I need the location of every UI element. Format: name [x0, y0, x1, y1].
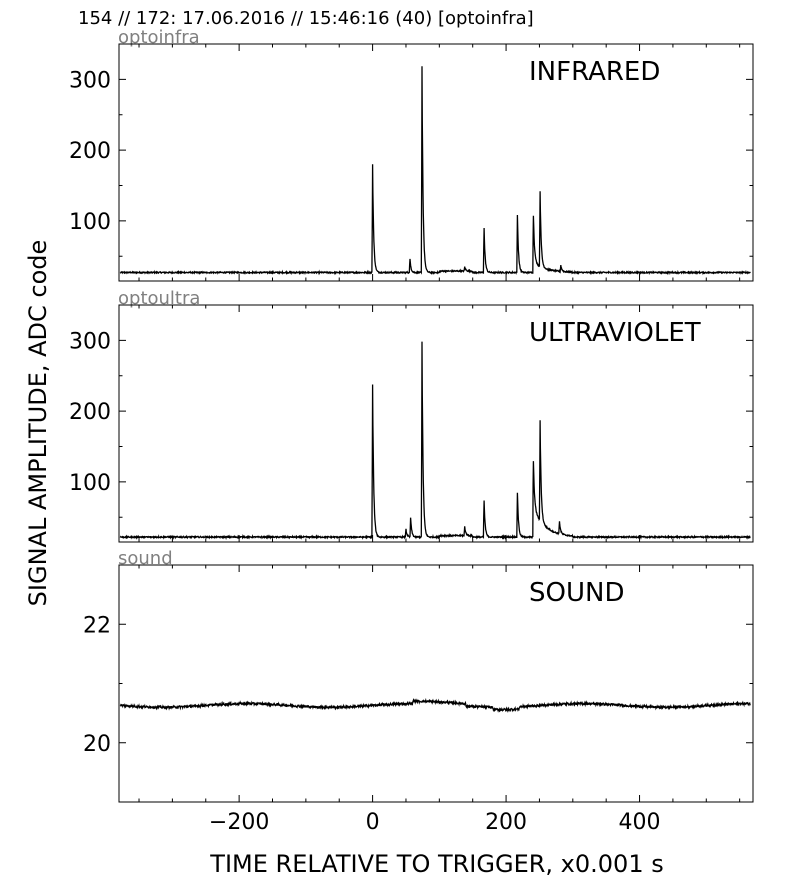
- channel-label-optoultra: optoultra: [118, 288, 200, 309]
- series-line-sound: [119, 697, 751, 713]
- x-tick-label: 0: [366, 810, 380, 835]
- panel-title-sound: SOUND: [529, 578, 624, 608]
- channel-label-optoinfra: optoinfra: [118, 27, 200, 48]
- y-tick-label: 200: [69, 400, 111, 425]
- panel-title-optoultra: ULTRAVIOLET: [529, 318, 701, 348]
- panel-title-optoinfra: INFRARED: [529, 57, 660, 87]
- y-tick-label: 22: [83, 613, 111, 638]
- channel-label-sound: sound: [118, 548, 173, 569]
- y-tick-label: 200: [69, 139, 111, 164]
- y-tick-label: 20: [83, 732, 111, 757]
- plot-frame-sound: [118, 564, 754, 803]
- y-tick-label: 300: [69, 68, 111, 93]
- series-line-optoinfra: [119, 66, 751, 276]
- x-tick-label: 400: [619, 810, 661, 835]
- y-tick-label: 300: [69, 329, 111, 354]
- x-axis-label: TIME RELATIVE TO TRIGGER, x0.001 s: [210, 850, 664, 878]
- record-header: 154 // 172: 17.06.2016 // 15:46:16 (40) …: [78, 8, 534, 29]
- plot-frame-optoinfra: [118, 43, 754, 282]
- y-tick-label: 100: [69, 471, 111, 496]
- x-tick-label: 200: [485, 810, 527, 835]
- plot-frame-optoultra: [118, 304, 754, 543]
- y-tick-label: 100: [69, 210, 111, 235]
- series-line-optoultra: [119, 341, 751, 541]
- x-tick-label: −200: [209, 810, 269, 835]
